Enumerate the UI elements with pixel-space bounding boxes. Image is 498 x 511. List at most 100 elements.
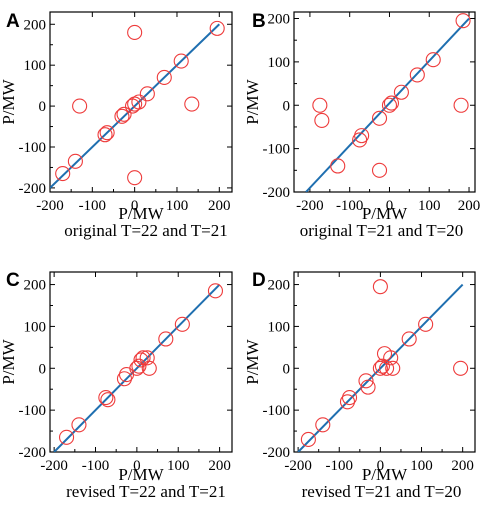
- data-point: [174, 316, 190, 332]
- data-point: [116, 106, 132, 122]
- data-point: [71, 417, 87, 433]
- data-point: [379, 360, 395, 376]
- y-tick-label: -100: [263, 142, 291, 158]
- data-point: [139, 86, 155, 102]
- panel-caption: revised T=21 and T=20: [302, 482, 462, 501]
- plot-frame: [293, 11, 476, 193]
- data-point: [131, 358, 147, 374]
- x-tick-label: -100: [336, 198, 364, 214]
- data-point: [360, 379, 376, 395]
- data-point: [371, 162, 388, 178]
- panel-letter: C: [6, 270, 20, 291]
- data-point: [314, 112, 330, 128]
- x-tick-label: -200: [36, 198, 64, 214]
- x-tick-label: -200: [284, 458, 312, 474]
- data-point: [425, 52, 441, 68]
- data-point: [131, 94, 147, 110]
- panel-letter: D: [252, 270, 266, 291]
- y-tick-label: -200: [19, 181, 47, 197]
- data-point: [393, 84, 409, 100]
- plot-frame: [49, 271, 233, 453]
- data-point: [315, 417, 331, 433]
- data-point: [100, 392, 116, 408]
- data-point: [372, 360, 388, 376]
- fit-line: [297, 283, 464, 452]
- x-tick-label: -200: [40, 458, 68, 474]
- data-point: [55, 166, 71, 182]
- data-point: [184, 96, 200, 112]
- data-point: [139, 350, 155, 366]
- panel-caption: revised T=22 and T=21: [66, 482, 226, 501]
- chart-panel-a: -200 -100 0 100 200-200-1000100200P/MWP/MWor…: [0, 11, 233, 240]
- x-tick-label: 100: [166, 198, 189, 214]
- y-tick-label: 200: [268, 12, 291, 28]
- data-point: [453, 360, 469, 376]
- chart-panel-d: -200 -100 0 100 200-200-1000100200P/MWP/MWre…: [243, 270, 476, 501]
- panel-caption: original T=22 and T=21: [64, 221, 228, 240]
- data-point: [455, 13, 471, 29]
- data-point: [358, 373, 374, 389]
- y-tick-label: -100: [19, 403, 47, 419]
- data-point: [99, 125, 115, 141]
- y-tick-label: 200: [268, 278, 291, 294]
- y-tick-label: -200: [19, 445, 47, 461]
- y-tick-label: -200: [263, 445, 291, 461]
- y-axis-label: P/MW: [243, 78, 262, 124]
- x-tick-label: 200: [458, 198, 481, 214]
- x-tick-label: 0: [377, 458, 385, 474]
- x-tick-label: -100: [326, 458, 354, 474]
- data-point: [371, 110, 388, 126]
- data-point: [354, 128, 370, 144]
- chart-panel-b: -200 -100 0 100 200-200-1000100200P/MWP/MWor…: [243, 11, 480, 240]
- x-tick-label: 200: [451, 458, 474, 474]
- y-tick-label: -200: [263, 185, 291, 201]
- data-point: [372, 279, 388, 295]
- y-axis-label: P/MW: [243, 338, 262, 384]
- fit-line: [53, 283, 221, 452]
- fit-line: [305, 17, 470, 192]
- x-tick-label: 100: [167, 458, 190, 474]
- plot-frame: [293, 271, 476, 453]
- y-tick-label: 0: [39, 99, 47, 115]
- data-point: [418, 316, 434, 332]
- x-axis-label: P/MW: [118, 204, 164, 223]
- chart-panel-c: -200 -100 0 100 200-200-1000100200P/MWP/MWre…: [0, 270, 233, 501]
- data-point: [381, 97, 398, 113]
- data-point: [207, 283, 224, 299]
- data-point: [300, 431, 316, 447]
- x-tick-label: 200: [208, 198, 231, 214]
- x-tick-label: 100: [410, 458, 433, 474]
- data-point: [401, 331, 417, 347]
- data-point: [98, 390, 114, 406]
- data-point: [58, 429, 75, 445]
- y-tick-label: 0: [283, 98, 291, 114]
- data-point: [453, 97, 469, 113]
- data-point: [383, 95, 400, 111]
- x-tick-label: 100: [418, 198, 441, 214]
- x-tick-label: 0: [386, 198, 394, 214]
- x-tick-label: -100: [79, 198, 107, 214]
- data-point: [385, 360, 401, 376]
- y-tick-label: 100: [24, 58, 47, 74]
- data-point: [330, 158, 346, 174]
- panel-letter: A: [6, 11, 20, 32]
- data-point: [127, 170, 143, 186]
- data-point: [156, 69, 172, 86]
- x-axis-label: P/MW: [118, 465, 164, 484]
- x-axis-label: P/MW: [362, 465, 408, 484]
- y-axis-label: P/MW: [0, 338, 18, 384]
- data-point: [209, 20, 225, 36]
- y-tick-label: 200: [24, 278, 47, 294]
- y-tick-label: 100: [268, 319, 291, 335]
- data-point: [173, 53, 189, 69]
- data-point: [141, 360, 157, 376]
- y-tick-label: 100: [24, 319, 47, 335]
- x-tick-label: -100: [82, 458, 110, 474]
- y-tick-label: -100: [19, 140, 47, 156]
- data-point: [133, 352, 149, 368]
- data-point: [72, 98, 88, 114]
- y-axis-label: P/MW: [0, 78, 18, 124]
- data-point: [341, 390, 358, 406]
- x-axis-label: P/MW: [362, 204, 408, 223]
